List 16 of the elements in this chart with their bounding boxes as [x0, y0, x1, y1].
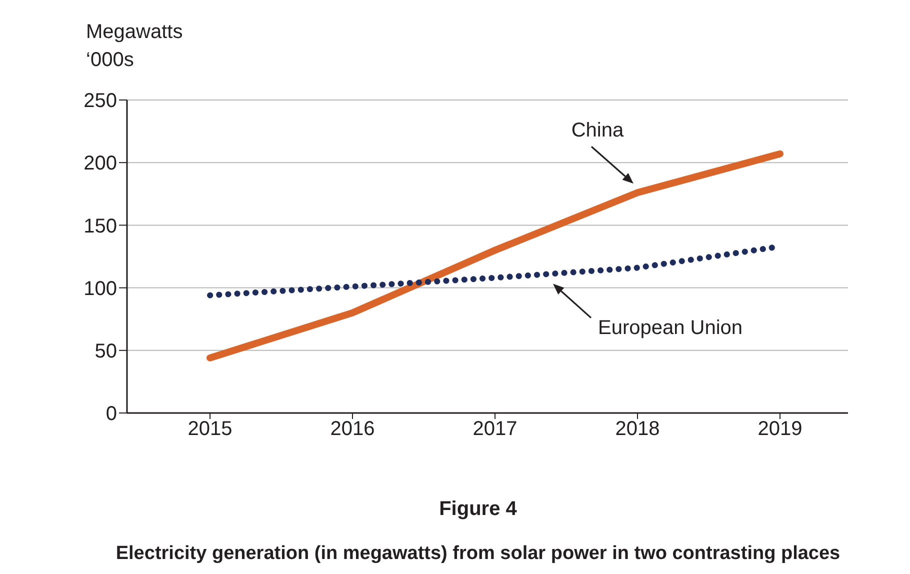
text: Electricity generation (in megawatts) from solar power in two contrasting places — [114, 543, 842, 565]
x-tick-label: 2016 — [330, 418, 375, 440]
x-tick-label: 2015 — [188, 418, 232, 440]
y-tick-label: 100 — [84, 278, 117, 300]
text: China — [571, 120, 624, 142]
y-axis-title: Megawatts ‘000s — [86, 20, 183, 73]
text: European Union — [598, 316, 743, 339]
y-tick-label: 150 — [84, 215, 117, 238]
y-tick-label: 50 — [94, 340, 117, 362]
y-tick-label: 0 — [106, 403, 117, 426]
x-tick-label: 2017 — [472, 418, 518, 440]
x-tick-label: 2019 — [758, 418, 802, 440]
y-tick-label: 250 — [84, 90, 117, 112]
y-tick-label: 200 — [84, 152, 117, 175]
text: Figure 4 — [438, 498, 518, 521]
x-tick-label: 2018 — [615, 418, 660, 440]
